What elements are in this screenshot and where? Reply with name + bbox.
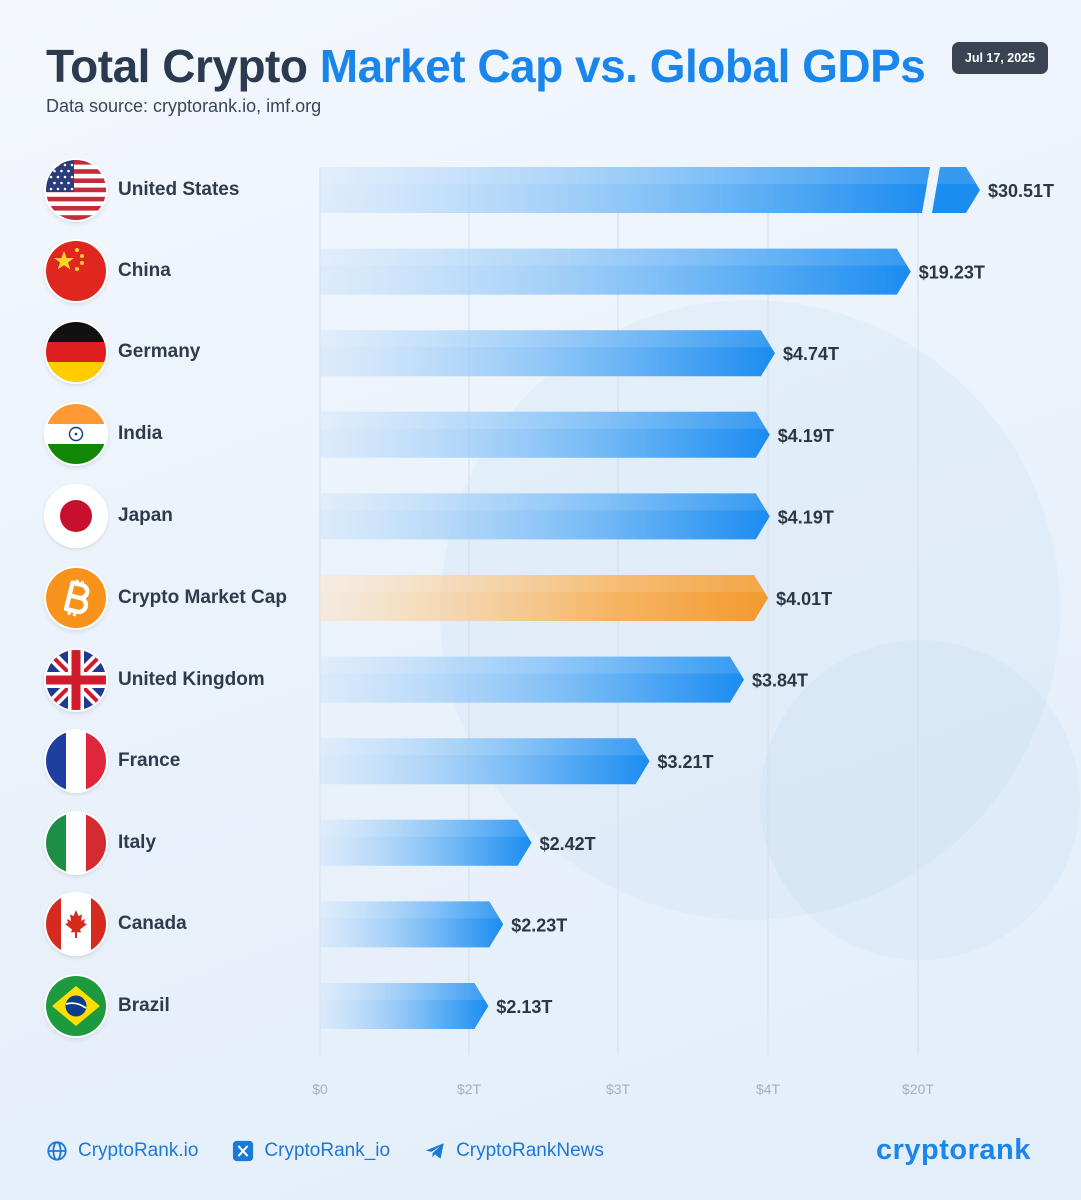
brand-logo: cryptorank <box>876 1134 1031 1166</box>
country-name: Italy <box>118 832 157 853</box>
country-name: France <box>118 750 181 771</box>
country-name: Canada <box>118 913 187 934</box>
canada-flag-icon <box>46 894 106 954</box>
axis-tick-label: $3T <box>606 1081 631 1097</box>
brazil-flag-icon <box>46 976 106 1036</box>
country-name: United States <box>118 179 240 200</box>
title-blue-part: Market Cap vs. Global GDPs <box>319 40 926 92</box>
row-label-canada: Canada <box>46 893 187 955</box>
bar-value-label: $2.42T <box>540 834 596 854</box>
country-name: Japan <box>118 505 173 526</box>
bar <box>320 411 770 458</box>
footer-website: CryptoRank.io <box>78 1140 199 1161</box>
footer: CryptoRank.io CryptoRank_io CryptoRankNe… <box>46 1140 604 1162</box>
bar <box>320 901 504 948</box>
country-name: Brazil <box>118 995 170 1016</box>
country-name: India <box>118 423 163 444</box>
bar-chart: $0 $2T $3T $4T $20T $30.51T $19.23T $4.74T $4.19… <box>312 167 1054 1097</box>
bar <box>320 575 769 621</box>
axis-tick-label: $0 <box>312 1081 328 1097</box>
india-flag-icon <box>46 404 106 464</box>
bar <box>320 330 775 377</box>
france-flag-icon <box>46 731 106 791</box>
date-badge: Jul 17, 2025 <box>952 42 1048 74</box>
china-flag-icon <box>46 241 106 301</box>
footer-telegram: CryptoRankNews <box>456 1140 604 1161</box>
bar-value-label: $4.19T <box>778 426 834 446</box>
row-label-india: India <box>46 403 162 465</box>
bar <box>320 983 489 1029</box>
row-label-france: France <box>46 730 180 792</box>
row-label-italy: Italy <box>46 812 156 874</box>
bar-value-label: $2.23T <box>511 915 567 935</box>
bar-value-label: $4.19T <box>778 507 834 527</box>
row-label-united-kingdom: United Kingdom <box>46 649 265 711</box>
x-logo-icon <box>233 1140 254 1162</box>
footer-x-handle: CryptoRank_io <box>264 1140 391 1161</box>
bar-value-label: $4.01T <box>776 589 832 609</box>
japan-flag-icon <box>46 486 106 546</box>
footer-x-link[interactable]: CryptoRank_io <box>232 1140 390 1162</box>
row-label-germany: Germany <box>46 321 200 383</box>
globe-icon <box>47 1141 67 1161</box>
italy-flag-icon <box>46 813 106 873</box>
data-source: Data source: cryptorank.io, imf.org <box>46 96 322 116</box>
bar <box>320 819 532 866</box>
country-name: United Kingdom <box>118 669 265 690</box>
country-name: China <box>118 260 171 281</box>
page-title: Total Crypto Market Cap vs. Global GDPs <box>46 38 926 94</box>
axis-tick-label: $20T <box>902 1081 934 1097</box>
bar-value-label: $30.51T <box>988 181 1054 201</box>
bitcoin-icon <box>46 568 106 628</box>
bar-value-label: $3.21T <box>658 752 714 772</box>
row-label-united-states: United States <box>46 159 239 221</box>
bar <box>320 167 980 213</box>
row-label-china: China <box>46 240 171 302</box>
row-label-crypto-market-cap: Crypto Market Cap <box>46 567 287 629</box>
title-dark-part: Total Crypto <box>46 40 308 92</box>
bar <box>320 656 744 703</box>
bar <box>320 493 770 540</box>
footer-website-link[interactable]: CryptoRank.io <box>46 1140 198 1162</box>
axis-tick-label: $2T <box>457 1081 482 1097</box>
axis-tick-label: $4T <box>756 1081 781 1097</box>
germany-flag-icon <box>46 322 106 382</box>
bar-value-label: $3.84T <box>752 671 808 691</box>
footer-telegram-link[interactable]: CryptoRankNews <box>424 1140 604 1162</box>
country-name: Germany <box>118 341 201 362</box>
bar-value-label: $19.23T <box>919 263 985 283</box>
country-name: Crypto Market Cap <box>118 587 287 608</box>
us-flag-icon <box>46 160 106 220</box>
bar-value-label: $2.13T <box>496 997 552 1017</box>
telegram-icon <box>425 1143 444 1159</box>
uk-flag-icon <box>46 650 106 710</box>
row-label-brazil: Brazil <box>46 975 170 1037</box>
background-circle-small <box>760 640 1080 960</box>
bar <box>320 738 650 785</box>
row-label-japan: Japan <box>46 485 173 547</box>
bar-value-label: $4.74T <box>783 344 839 364</box>
bar <box>320 248 911 295</box>
